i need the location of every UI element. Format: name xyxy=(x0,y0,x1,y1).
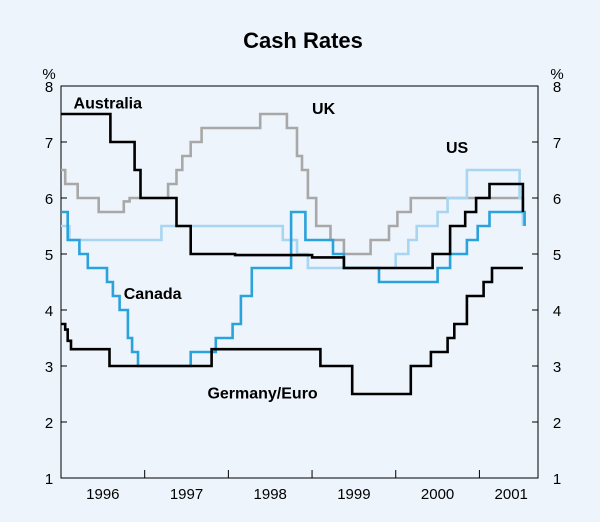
x-tick-label: 1998 xyxy=(254,486,287,503)
y-tick-label-right: 3 xyxy=(553,359,561,376)
y-axis-unit-left: % xyxy=(42,66,55,83)
y-tick-label-right: 1 xyxy=(553,471,561,488)
y-tick-label-right: 2 xyxy=(553,415,561,432)
series-line-germany-euro xyxy=(61,266,523,396)
y-tick-label-right: 4 xyxy=(553,303,561,320)
y-tick-label-left: 3 xyxy=(45,359,53,376)
y-tick-label-left: 6 xyxy=(45,191,53,208)
y-tick-label-right: 5 xyxy=(553,247,561,264)
y-tick-label-left: 4 xyxy=(45,303,53,320)
x-tick-label: 1999 xyxy=(337,486,370,503)
series-label-australia: Australia xyxy=(74,95,143,112)
series-label-canada: Canada xyxy=(124,286,182,303)
y-axis-unit-right: % xyxy=(550,66,563,83)
plot-frame xyxy=(60,85,539,479)
x-tick-label: 2001 xyxy=(495,486,528,503)
series-line-uk xyxy=(61,112,525,256)
y-tick-label-left: 1 xyxy=(45,471,53,488)
y-tick-label-left: 7 xyxy=(45,135,53,152)
y-tick-label-right: 6 xyxy=(553,191,561,208)
series-label-us: US xyxy=(446,140,469,157)
y-tick-label-left: 2 xyxy=(45,415,53,432)
chart-title: Cash Rates xyxy=(243,28,363,53)
x-tick-label: 1997 xyxy=(170,486,203,503)
x-tick-label: 2000 xyxy=(421,486,454,503)
series-label-uk: UK xyxy=(312,101,336,118)
y-tick-label-left: 5 xyxy=(45,247,53,264)
series-label-germany-euro: Germany/Euro xyxy=(207,385,317,402)
y-tick-label-right: 7 xyxy=(553,135,561,152)
x-tick-label: 1996 xyxy=(86,486,119,503)
series-line-us xyxy=(61,168,525,270)
y-tick-label-right: 8 xyxy=(553,79,561,96)
series-line-australia xyxy=(61,112,525,270)
y-tick-label-left: 8 xyxy=(45,79,53,96)
